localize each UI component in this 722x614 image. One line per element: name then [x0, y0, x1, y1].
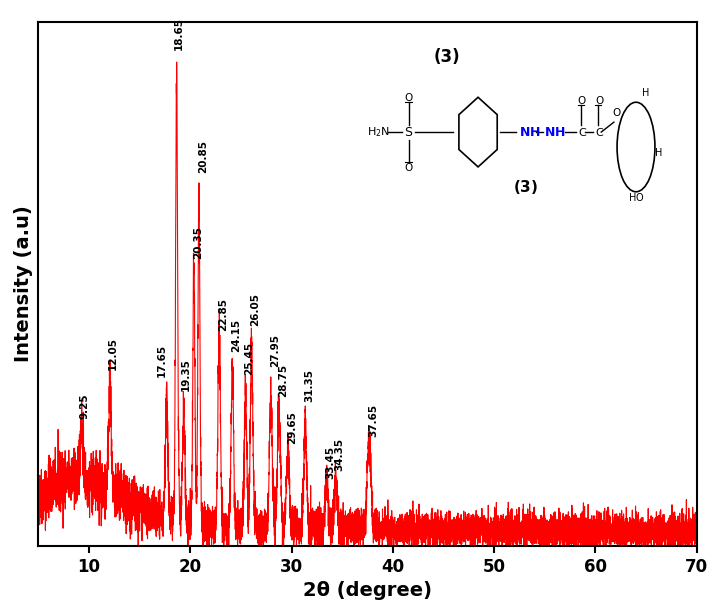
- Text: 18.65: 18.65: [174, 17, 183, 50]
- Text: 25.45: 25.45: [245, 342, 255, 375]
- Text: (3): (3): [433, 49, 460, 66]
- Text: 17.65: 17.65: [157, 344, 167, 377]
- Text: 33.45: 33.45: [326, 446, 336, 479]
- Text: 20.35: 20.35: [193, 226, 203, 258]
- Text: 34.35: 34.35: [335, 438, 344, 471]
- Text: 24.15: 24.15: [231, 319, 241, 352]
- Text: 28.75: 28.75: [278, 363, 288, 397]
- Y-axis label: Intensity (a.u): Intensity (a.u): [14, 206, 33, 362]
- Text: 22.85: 22.85: [218, 298, 228, 331]
- Text: 37.65: 37.65: [368, 403, 378, 437]
- Text: 27.95: 27.95: [270, 334, 280, 367]
- Text: 29.65: 29.65: [287, 411, 297, 444]
- Text: 9.25: 9.25: [79, 394, 90, 419]
- Text: 19.35: 19.35: [181, 358, 191, 391]
- Text: 26.05: 26.05: [251, 293, 261, 326]
- Text: 20.85: 20.85: [198, 140, 208, 173]
- Text: 12.05: 12.05: [108, 337, 118, 370]
- Text: 31.35: 31.35: [304, 369, 314, 402]
- X-axis label: 2θ (degree): 2θ (degree): [303, 581, 432, 600]
